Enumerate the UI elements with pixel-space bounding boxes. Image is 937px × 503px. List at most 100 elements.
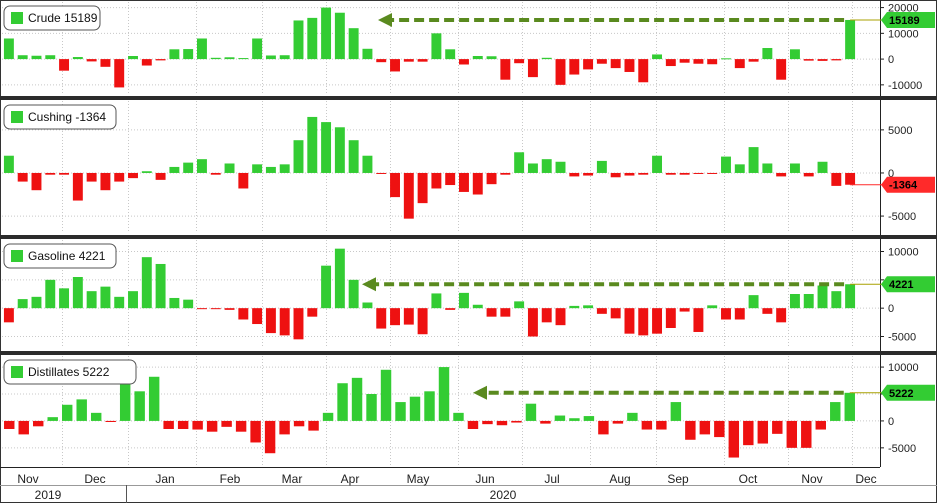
bar [348,28,359,60]
bar [845,19,856,60]
vertical-gridlines [62,2,853,467]
bar [307,17,318,60]
bar [390,308,400,326]
x-tick-label: Dec [855,472,876,486]
x-tick-label: Nov [17,472,38,486]
bar [86,172,97,182]
bar [569,172,580,177]
y-tick-label: 10000 [888,362,919,374]
bar [598,420,609,435]
bar [555,308,566,326]
bar [128,56,138,60]
bar [100,172,111,191]
value-badge-label: -1364 [889,180,918,192]
bar [293,420,305,427]
bar [486,308,497,317]
bar [100,286,111,309]
legend-label: Crude 15189 [28,11,98,25]
bar [831,59,842,61]
bar [762,48,773,60]
bar [656,420,667,430]
bar [670,402,682,421]
bar [734,164,745,173]
bar [114,59,125,88]
bar [293,20,304,60]
bar [308,420,319,431]
y-tick-label: 10000 [888,28,919,40]
trend-arrow-head [378,12,392,27]
bar [252,308,263,325]
bar [624,59,635,72]
bar [707,305,718,309]
bar [679,308,690,312]
bar [141,257,152,309]
bar [554,415,566,421]
bar [417,59,428,62]
bar [403,172,414,219]
bar [224,308,235,310]
bar [376,59,387,63]
x-tick-label: Apr [341,472,360,486]
bar [119,377,131,421]
bar [210,172,221,175]
panel-cushing: -5000 0 5000 -1364 Cushing -1364 [2,104,935,223]
bar [596,160,607,173]
bar [105,420,116,422]
bar [390,59,400,72]
bar [206,420,218,432]
bar [351,377,363,421]
bar [831,291,842,309]
bar [90,412,102,421]
bar [155,172,166,180]
bar [786,420,798,448]
x-year-labels: 2019 2020 [35,488,517,502]
bar [527,163,538,173]
bar [238,308,249,320]
y-tick-label: 0 [888,54,894,66]
bar [322,412,334,421]
bar [279,55,290,60]
bar [438,367,450,421]
value-badge [881,276,935,293]
bar [31,172,42,191]
bar [334,248,345,309]
bar [789,163,800,173]
bar [59,59,70,71]
bar [693,308,704,332]
bar [380,369,392,421]
bar [685,420,696,440]
bar [472,304,483,309]
value-badge-label: 4221 [889,279,913,291]
bar [321,265,332,309]
bar [830,402,841,421]
bar [362,48,373,60]
bar [555,161,566,173]
bar [817,59,828,61]
bar [665,59,676,67]
bar [17,172,28,182]
bar [776,59,787,80]
bar [748,147,759,173]
bar [514,59,525,64]
bar [321,7,332,60]
bar [431,33,442,60]
bar [776,172,787,177]
bar [801,420,812,448]
bar [86,59,97,62]
bar [514,301,525,309]
bar [610,308,621,319]
legend-box [3,5,101,31]
bar [76,399,87,421]
bar [472,172,483,195]
bar [734,59,745,69]
bar [445,172,456,186]
x-tick-label: May [407,472,430,486]
bar [757,420,769,444]
bar [845,284,856,309]
x-tick-label: Feb [220,472,241,486]
bar [610,172,621,178]
bar [699,420,711,435]
bar [583,416,595,421]
bar [482,420,493,425]
